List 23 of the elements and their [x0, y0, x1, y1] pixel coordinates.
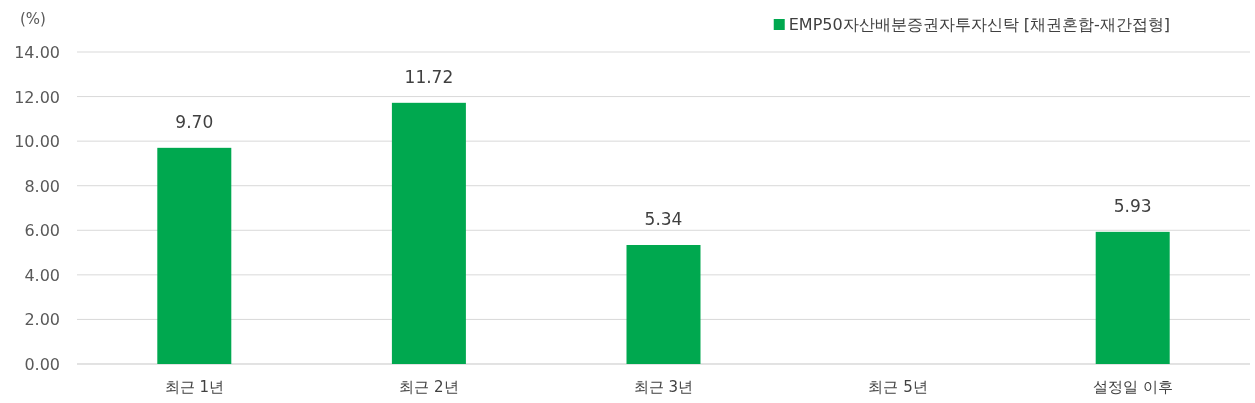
- y-tick-label: 2.00: [24, 310, 60, 330]
- x-tick-label: 최근 3년: [633, 378, 694, 396]
- y-tick-label: 4.00: [24, 265, 60, 285]
- y-tick-label: 0.00: [24, 355, 60, 374]
- x-tick-label: 최근 1년: [164, 378, 224, 396]
- y-tick-label: 8.00: [24, 176, 60, 196]
- y-axis-title: (%): [20, 10, 46, 28]
- data-label: 5.93: [1113, 195, 1152, 216]
- x-tick-label: 최근 5년: [868, 378, 928, 396]
- bar: [1095, 231, 1170, 364]
- x-tick-label: 설정일 이후: [1092, 378, 1173, 396]
- y-tick-label: 10.00: [14, 132, 60, 152]
- x-tick-label: 최근 2년: [399, 378, 459, 396]
- y-tick-label: 6.00: [24, 221, 60, 241]
- data-label: 9.70: [175, 111, 214, 132]
- y-tick-label: 12.00: [14, 87, 60, 107]
- y-tick-label: 14.00: [14, 43, 60, 62]
- bar: [626, 244, 701, 364]
- bar: [157, 147, 232, 364]
- bar: [391, 102, 466, 364]
- data-label: 5.34: [644, 208, 683, 229]
- data-label: 11.72: [404, 66, 454, 87]
- legend-label: EMP50자산배분증권자투자신탁 [채권혼합-재간접형]: [788, 15, 1170, 34]
